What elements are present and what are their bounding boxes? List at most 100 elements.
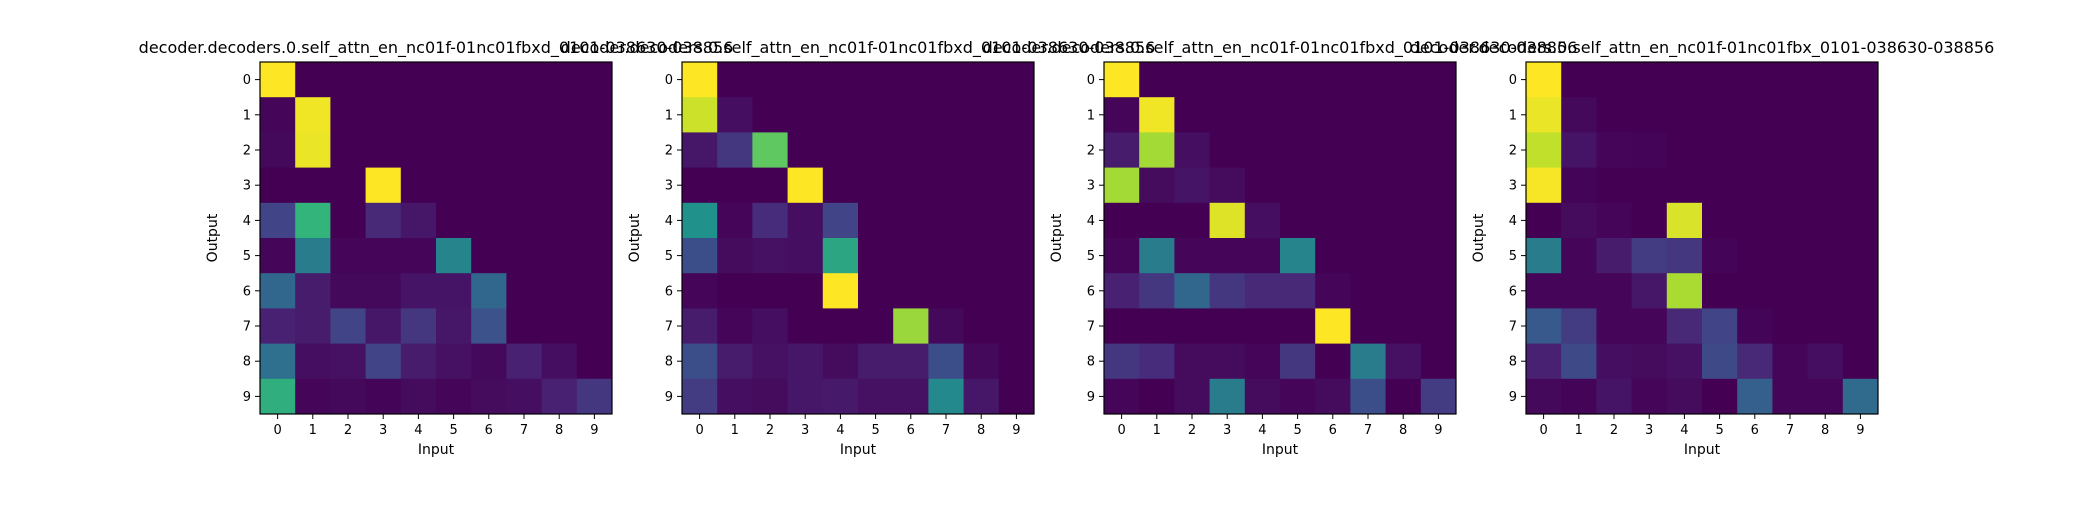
x-tick-label: 9	[590, 423, 598, 438]
heatmap-cell	[471, 167, 507, 204]
x-tick-label: 1	[1153, 423, 1161, 438]
heatmap-cell	[330, 97, 366, 133]
heatmap-cell	[1561, 273, 1597, 309]
y-tick-label: 8	[665, 355, 673, 370]
heatmap-cell	[928, 343, 964, 380]
heatmap-cell	[1244, 97, 1281, 133]
heatmap-cell	[365, 308, 402, 344]
heatmap-cell	[541, 273, 578, 309]
heatmap-cell	[1666, 132, 1703, 168]
heatmap-cell	[1244, 167, 1281, 204]
heatmap-cell	[682, 308, 718, 344]
heatmap-cell	[295, 238, 331, 274]
heatmap-cell	[963, 378, 1000, 415]
heatmap-cell	[1280, 273, 1316, 309]
heatmap-cell	[1139, 308, 1175, 344]
heatmap-cell	[541, 62, 578, 98]
heatmap-cell	[1280, 202, 1316, 239]
heatmap-cell	[1702, 378, 1738, 415]
heatmap-cell	[1526, 62, 1562, 98]
heatmap-cell	[1104, 97, 1140, 133]
heatmap-cell	[1631, 343, 1668, 380]
heatmap-cell	[963, 132, 1000, 168]
heatmap-cell	[1737, 97, 1773, 133]
y-tick-label: 0	[1087, 73, 1095, 88]
heatmap-cell	[1420, 132, 1457, 168]
x-tick-label: 6	[1329, 423, 1337, 438]
chart-title: decoder.decoders.0.self_attn_en_nc01f-01…	[983, 38, 1578, 58]
heatmap-cell	[471, 273, 507, 309]
heatmap-cell	[1280, 132, 1316, 168]
x-tick-label: 6	[485, 423, 493, 438]
heatmap-cell	[330, 132, 366, 168]
heatmap-cell	[365, 238, 402, 274]
heatmap-cell	[1244, 343, 1281, 380]
heatmap-cell	[1631, 132, 1668, 168]
y-tick-label: 9	[1087, 390, 1095, 405]
heatmap-cell	[1244, 132, 1281, 168]
heatmap-cell	[1420, 167, 1457, 204]
heatmap-cell	[717, 97, 753, 133]
heatmap-cell	[1104, 202, 1140, 239]
heatmap-cell	[1526, 308, 1562, 344]
heatmap-cell	[576, 308, 613, 344]
heatmap-cell	[1526, 97, 1562, 133]
heatmap-cell	[1315, 97, 1351, 133]
y-tick-label: 6	[1087, 284, 1095, 299]
heatmap-cell	[1702, 238, 1738, 274]
heatmap-cell	[471, 238, 507, 274]
x-tick-label: 4	[1680, 423, 1688, 438]
heatmap-cell	[1596, 97, 1632, 133]
heatmap-cell	[1385, 238, 1422, 274]
heatmap-cell	[787, 238, 824, 274]
heatmap-cell	[576, 202, 613, 239]
heatmap-cell	[893, 238, 929, 274]
heatmap-cell	[1842, 97, 1879, 133]
heatmap-cell	[1631, 273, 1668, 309]
heatmap-cell	[436, 97, 472, 133]
heatmap-cell	[1420, 308, 1457, 344]
y-tick-label: 7	[243, 320, 251, 335]
heatmap-cell	[1385, 202, 1422, 239]
x-axis-label: Input	[1684, 442, 1721, 458]
heatmap-cell	[1526, 343, 1562, 380]
heatmap-cell	[1209, 343, 1246, 380]
x-tick-label: 0	[1117, 423, 1125, 438]
heatmap-cell	[400, 308, 437, 344]
heatmap-cell	[1420, 202, 1457, 239]
heatmap-cell	[822, 308, 859, 344]
y-tick-label: 5	[1509, 249, 1517, 264]
y-tick-label: 6	[1509, 284, 1517, 299]
heatmap-cell	[1561, 62, 1597, 98]
heatmap-cell	[1315, 343, 1351, 380]
heatmap-cell	[1209, 308, 1246, 344]
heatmap-cell	[436, 132, 472, 168]
x-tick-label: 2	[1188, 423, 1196, 438]
heatmap-cell	[1596, 62, 1632, 98]
heatmap-cell	[893, 202, 929, 239]
heatmap-cell	[1209, 202, 1246, 239]
heatmap-cell	[893, 97, 929, 133]
heatmap-cell	[1561, 238, 1597, 274]
heatmap-cell	[822, 378, 859, 415]
heatmap-cell	[752, 167, 788, 204]
heatmap-cell	[893, 378, 929, 415]
x-tick-label: 7	[1364, 423, 1372, 438]
heatmap-cell	[541, 308, 578, 344]
heatmap-cell	[1526, 378, 1562, 415]
heatmap-cell	[436, 343, 472, 380]
heatmap-cell	[295, 308, 331, 344]
heatmap-cell	[963, 62, 1000, 98]
y-tick-label: 1	[665, 108, 673, 123]
heatmap-cell	[858, 167, 894, 204]
heatmap-cell	[1807, 167, 1844, 204]
heatmap-cell	[1420, 97, 1457, 133]
heatmap-cell	[682, 132, 718, 168]
x-tick-label: 1	[309, 423, 317, 438]
heatmap-cell	[858, 308, 894, 344]
y-tick-label: 9	[243, 390, 251, 405]
y-tick-label: 3	[1087, 179, 1095, 194]
heatmap-cell	[1596, 378, 1632, 415]
heatmap-cell	[787, 167, 824, 204]
heatmap-cell	[260, 343, 296, 380]
